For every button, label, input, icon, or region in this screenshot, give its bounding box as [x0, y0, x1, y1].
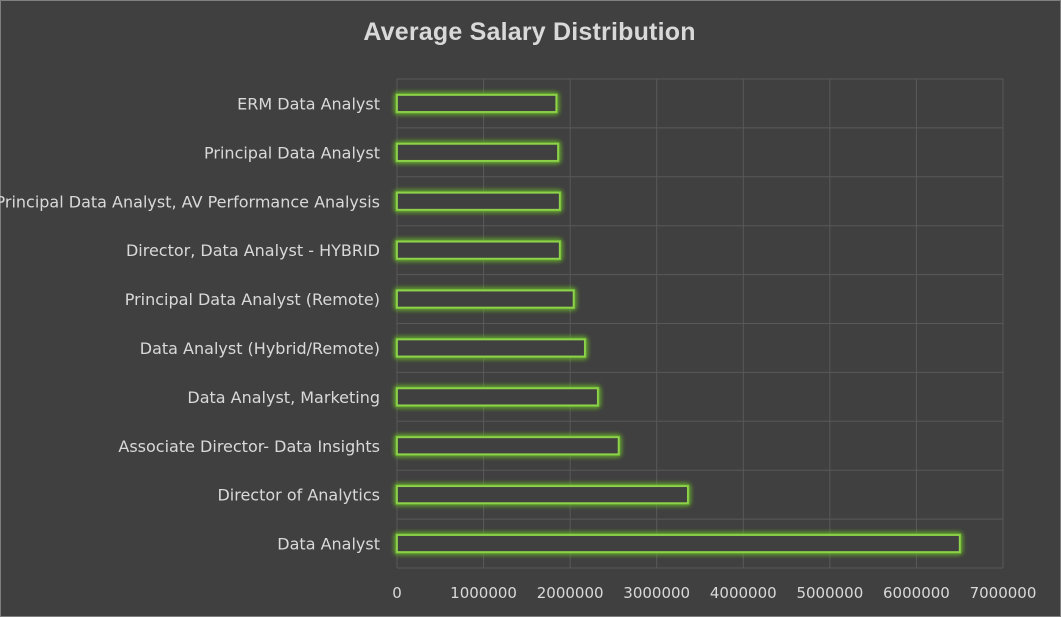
category-label: Director, Data Analyst - HYBRID [126, 241, 380, 260]
category-label: Principal Data Analyst [204, 143, 380, 162]
x-tick-label: 2000000 [537, 584, 604, 602]
bar [396, 289, 575, 309]
chart-title: Average Salary Distribution [363, 18, 696, 46]
category-label: Associate Director- Data Insights [118, 437, 380, 456]
x-tick-label: 7000000 [970, 584, 1037, 602]
category-label: Principal Data Analyst, AV Performance A… [0, 192, 380, 211]
category-labels: ERM Data Analyst Principal Data Analyst Pr… [0, 94, 380, 553]
bar [396, 240, 561, 260]
x-tick-label: 1000000 [450, 584, 517, 602]
bars [395, 93, 962, 554]
bar [396, 338, 586, 358]
category-label: Data Analyst (Hybrid/Remote) [140, 339, 380, 358]
category-label: Director of Analytics [217, 486, 380, 505]
bar [396, 387, 599, 407]
bar [396, 191, 561, 211]
category-label: Data Analyst, Marketing [187, 388, 380, 407]
bar [396, 142, 559, 162]
x-tick-label: 3000000 [623, 584, 690, 602]
category-label: ERM Data Analyst [237, 94, 380, 113]
x-tick-labels: 0 1000000 2000000 3000000 4000000 5000000 6000… [392, 584, 1036, 602]
bar [396, 534, 961, 553]
bar [396, 94, 558, 113]
x-tick-label: 6000000 [883, 584, 950, 602]
x-tick-label: 4000000 [710, 584, 777, 602]
category-label: Data Analyst [277, 535, 380, 554]
x-tick-label: 0 [392, 584, 402, 602]
bar [396, 436, 620, 456]
bar [396, 485, 689, 505]
category-label: Principal Data Analyst (Remote) [125, 290, 380, 309]
x-tick-label: 5000000 [796, 584, 863, 602]
